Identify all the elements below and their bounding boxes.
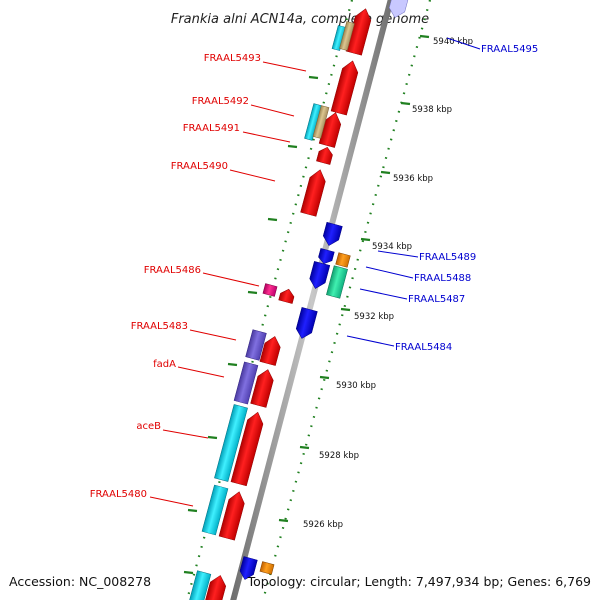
summary-text: Topology: circular; Length: 7,497,934 bp… <box>247 574 591 589</box>
gene-cyan-5480[interactable] <box>201 484 229 536</box>
genome-backbone <box>230 0 394 600</box>
gene-fraal5491-small[interactable] <box>316 145 334 165</box>
gene-magenta-5486[interactable] <box>262 283 278 297</box>
gene-cyan-aceb[interactable] <box>214 404 248 482</box>
kbp-label-5930: 5930 kbp <box>336 381 376 391</box>
gene-tan-5493[interactable] <box>339 21 355 51</box>
gene-aceb[interactable] <box>230 410 266 487</box>
label-fraal5480[interactable]: FRAAL5480 <box>90 489 147 500</box>
gene-fraal5490[interactable] <box>300 168 328 217</box>
label-fraal5488[interactable]: FRAAL5488 <box>414 273 471 284</box>
right-ruler-ticks <box>278 34 430 523</box>
label-fraal5489[interactable]: FRAAL5489 <box>419 252 476 263</box>
gene-fraal5489[interactable] <box>321 221 343 247</box>
kbp-label-5940: 5940 kbp <box>433 37 473 47</box>
gene-teal-5487[interactable] <box>326 265 348 299</box>
gene-orange-5489[interactable] <box>335 252 351 268</box>
gene-fraal5488[interactable] <box>308 261 331 290</box>
gene-cyan-5479[interactable] <box>188 570 212 600</box>
gene-fraal5480[interactable] <box>218 490 247 541</box>
label-fraal5486[interactable]: FRAAL5486 <box>144 265 201 276</box>
gene-purple-5483[interactable] <box>245 329 267 361</box>
label-fraal5493[interactable]: FRAAL5493 <box>204 53 261 64</box>
label-fraal5487[interactable]: FRAAL5487 <box>408 294 465 305</box>
gene-fraal5483[interactable] <box>259 334 283 366</box>
left-label-leaders <box>149 61 307 507</box>
gene-purple-fada[interactable] <box>233 361 259 405</box>
label-aceb[interactable]: aceB <box>136 421 161 432</box>
gene-fraal5491[interactable] <box>318 111 343 148</box>
gene-fraal5484[interactable] <box>294 307 318 340</box>
gene-fraal5495[interactable] <box>387 0 409 20</box>
kbp-label-5932: 5932 kbp <box>354 312 394 322</box>
gene-fraal5493b[interactable] <box>330 59 360 116</box>
left-ruler-ticks <box>183 75 319 575</box>
label-fada[interactable]: fadA <box>153 359 176 370</box>
label-fraal5491[interactable]: FRAAL5491 <box>183 123 240 134</box>
map-title: Frankia alni ACN14a, complete genome <box>171 12 429 27</box>
kbp-label-5928: 5928 kbp <box>319 451 359 461</box>
label-fraal5490[interactable]: FRAAL5490 <box>171 161 228 172</box>
label-fraal5483[interactable]: FRAAL5483 <box>131 321 188 332</box>
kbp-label-5926: 5926 kbp <box>303 520 343 530</box>
right-label-leaders <box>346 37 481 347</box>
label-fraal5495[interactable]: FRAAL5495 <box>481 44 538 55</box>
accession-text: Accession: NC_008278 <box>9 574 151 589</box>
kbp-label-5934: 5934 kbp <box>372 242 412 252</box>
gene-orange-5478[interactable] <box>259 561 275 575</box>
gene-fraal5478[interactable] <box>238 556 258 582</box>
gene-fada[interactable] <box>250 368 276 408</box>
kbp-label-5938: 5938 kbp <box>412 105 452 115</box>
right-dotted-ruler <box>261 0 432 600</box>
kbp-label-5936: 5936 kbp <box>393 174 433 184</box>
gene-fraal5486[interactable] <box>278 287 296 304</box>
gene-fraal5488-a[interactable] <box>317 248 335 265</box>
label-fraal5492[interactable]: FRAAL5492 <box>192 96 249 107</box>
label-fraal5484[interactable]: FRAAL5484 <box>395 342 452 353</box>
gene-fraal5479[interactable] <box>204 573 228 600</box>
gene-tan-5492[interactable] <box>312 105 330 139</box>
